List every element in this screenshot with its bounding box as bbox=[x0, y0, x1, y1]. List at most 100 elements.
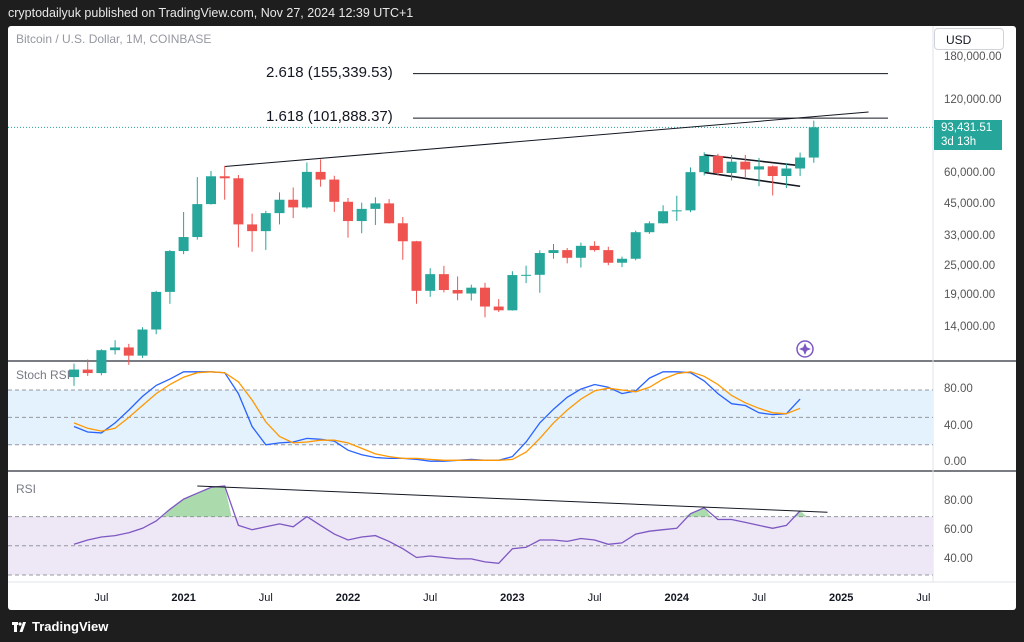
rsi-tick-label: 40.00 bbox=[944, 553, 973, 566]
event-marker-icon bbox=[796, 340, 814, 358]
footer-bar: TradingView bbox=[0, 612, 1024, 642]
candle-body bbox=[151, 291, 162, 330]
candle-body bbox=[740, 161, 751, 170]
candle-body bbox=[411, 241, 422, 291]
candle-body bbox=[247, 224, 258, 232]
candle-body bbox=[343, 201, 353, 222]
candle-body bbox=[274, 199, 285, 214]
price-tick-label: 25,000.00 bbox=[944, 259, 996, 272]
candle-body bbox=[754, 166, 764, 170]
candle-body bbox=[452, 290, 463, 294]
time-axis-label: Jul bbox=[423, 592, 438, 604]
rsi-overbought-fill bbox=[683, 507, 712, 517]
rsi-tick-label: 60.00 bbox=[944, 524, 973, 537]
candle-body bbox=[164, 251, 175, 292]
candle-body bbox=[356, 208, 367, 222]
rsi-tick-label: 80.00 bbox=[944, 495, 973, 507]
publish-info: cryptodailyuk published on TradingView.c… bbox=[8, 6, 414, 20]
last-price-value: 93,431.51 bbox=[941, 122, 993, 135]
time-axis-label: Jul bbox=[94, 592, 109, 604]
candle-body bbox=[781, 168, 792, 177]
fib-level-label: 1.618 (101,888.37) bbox=[266, 108, 393, 126]
candle-body bbox=[630, 232, 641, 259]
rsi-line bbox=[73, 485, 801, 564]
last-price-tag: 93,431.51 3d 13h bbox=[934, 120, 1002, 151]
candle-body bbox=[617, 258, 627, 263]
candle-body bbox=[260, 213, 271, 232]
candle-body bbox=[712, 155, 723, 174]
stoch-tick-label: 40.00 bbox=[944, 419, 973, 432]
currency-button[interactable]: USD bbox=[934, 28, 1004, 50]
candle-body bbox=[726, 161, 737, 174]
time-axis-label: 2024 bbox=[664, 592, 690, 604]
time-axis-label: Jul bbox=[258, 592, 273, 604]
time-axis-label: 2023 bbox=[500, 592, 525, 604]
price-tick-label: 33,000.00 bbox=[944, 230, 996, 243]
candle-body bbox=[466, 287, 477, 294]
candle-body bbox=[438, 274, 449, 291]
candle-body bbox=[82, 369, 93, 374]
candle-body bbox=[589, 245, 600, 251]
candle-body bbox=[493, 306, 504, 311]
price-tick-label: 19,000.00 bbox=[944, 288, 996, 301]
time-axis-label: 2025 bbox=[828, 592, 854, 604]
candle-body bbox=[767, 166, 778, 177]
tradingview-logo-icon bbox=[12, 622, 26, 632]
chart-canvas bbox=[8, 26, 1016, 583]
bar-countdown: 3d 13h bbox=[941, 136, 977, 149]
time-axis-label: 2022 bbox=[335, 592, 361, 604]
stoch-tick-label: 0.00 bbox=[944, 456, 967, 468]
candle-body bbox=[425, 274, 436, 291]
stoch-d-line bbox=[73, 371, 801, 461]
rsi-title: RSI bbox=[16, 482, 37, 496]
candle-body bbox=[575, 245, 586, 258]
candle-body bbox=[206, 176, 216, 205]
candle-body bbox=[219, 176, 230, 179]
candle-body bbox=[671, 210, 682, 212]
candle-body bbox=[795, 157, 806, 169]
rsi-overbought-fill bbox=[163, 485, 232, 517]
price-tick-label: 180,000.00 bbox=[944, 51, 1002, 63]
candle-body bbox=[315, 171, 326, 180]
symbol-title: Bitcoin / U.S. Dollar, 1M, COINBASE bbox=[16, 32, 212, 46]
candle-body bbox=[685, 172, 696, 211]
rsi-trendline bbox=[197, 485, 828, 513]
candle-body bbox=[562, 250, 573, 258]
candle-body bbox=[96, 350, 107, 374]
candle-body bbox=[137, 329, 148, 356]
candle-body bbox=[192, 204, 203, 238]
stoch-rsi-title: Stoch RSI bbox=[16, 368, 71, 382]
candle-body bbox=[548, 250, 559, 254]
event-star-icon bbox=[799, 343, 811, 355]
candle-body bbox=[329, 179, 340, 202]
candle-body bbox=[178, 237, 189, 252]
tradingview-brand: TradingView bbox=[32, 619, 109, 634]
candle-body bbox=[644, 223, 655, 233]
price-tick-label: 45,000.00 bbox=[944, 197, 996, 210]
candle-body bbox=[480, 287, 490, 307]
candle-body bbox=[110, 347, 121, 351]
candle-body bbox=[384, 203, 395, 224]
candle-body bbox=[699, 155, 710, 173]
candle-body bbox=[658, 211, 669, 224]
candle-body bbox=[603, 250, 614, 263]
candle-body bbox=[397, 223, 408, 242]
candle-body bbox=[808, 127, 819, 158]
price-tick-label: 120,000.00 bbox=[944, 93, 1002, 106]
time-axis-label: 2021 bbox=[171, 592, 196, 604]
candle-body bbox=[370, 203, 381, 209]
time-axis-label: Jul bbox=[916, 592, 931, 604]
stoch-tick-label: 80.00 bbox=[944, 383, 973, 395]
fib-level-label: 2.618 (155,339.53) bbox=[266, 63, 393, 81]
candle-body bbox=[534, 253, 545, 275]
trendline bbox=[704, 171, 801, 188]
time-axis-label: Jul bbox=[587, 592, 602, 604]
time-axis-label: Jul bbox=[751, 592, 767, 604]
candle-body bbox=[69, 369, 79, 378]
candle-body bbox=[233, 178, 244, 225]
candle-body bbox=[521, 274, 532, 276]
candle-body bbox=[301, 171, 312, 208]
price-tick-label: 14,000.00 bbox=[944, 321, 996, 333]
price-tick-label: 60,000.00 bbox=[944, 167, 996, 180]
